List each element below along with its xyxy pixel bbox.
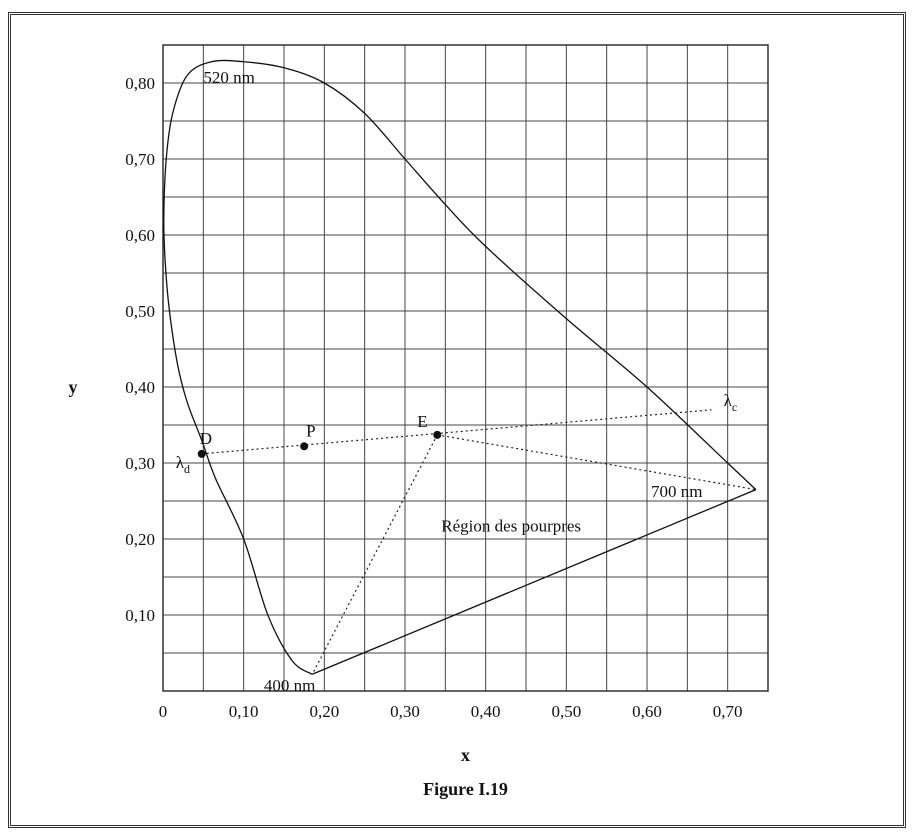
tick-labels: 0 0,10 0,20 0,30 0,40 0,50 0,60 0,70 0,10 0,20 0,3… (125, 74, 742, 721)
x-tick-label: 0,60 (632, 702, 662, 721)
annotations: 520 nm 400 nm 700 nm λc Région des pourpres (203, 68, 737, 695)
annotation-400-nm: 400 nm (264, 676, 315, 695)
curves (163, 59, 757, 675)
x-axis-label: x (461, 745, 470, 765)
y-tick-label: 0,50 (125, 302, 155, 321)
x-tick-label: 0,20 (309, 702, 339, 721)
point-e-label: E (417, 412, 427, 431)
y-axis-label: y (69, 377, 78, 397)
grid (162, 44, 769, 692)
x-tick-label: 0 (159, 702, 168, 721)
lambda-d-label: λd (176, 453, 190, 476)
purple-line (311, 488, 757, 675)
plot-border (162, 44, 769, 692)
y-tick-label: 0,60 (125, 226, 155, 245)
x-tick-label: 0,50 (551, 702, 581, 721)
y-tick-label: 0,30 (125, 454, 155, 473)
y-tick-label: 0,70 (125, 150, 155, 169)
x-tick-label: 0,10 (229, 702, 259, 721)
x-tick-label: 0,70 (713, 702, 743, 721)
annotation-r-gion-des-pourpres: Région des pourpres (441, 516, 581, 535)
figure-caption: Figure I.19 (423, 779, 508, 799)
y-tick-label: 0,10 (125, 606, 155, 625)
x-tick-label: 0,40 (471, 702, 501, 721)
y-tick-label: 0,20 (125, 530, 155, 549)
point-p-marker (300, 442, 309, 451)
point-d-label: D (200, 429, 212, 448)
dotted-construction-line (201, 409, 712, 455)
y-tick-label: 0,40 (125, 378, 155, 397)
y-tick-label: 0,80 (125, 74, 155, 93)
spectral-locus (163, 59, 757, 675)
dotted-construction-line (437, 434, 757, 491)
annotation--: λc (724, 391, 738, 414)
dotted-construction-line (311, 434, 438, 675)
point-d-marker (197, 449, 206, 458)
points: Dλd P E (176, 412, 442, 476)
point-p-label: P (306, 421, 315, 440)
annotation-700-nm: 700 nm (651, 482, 702, 501)
x-tick-label: 0,30 (390, 702, 420, 721)
point-e-marker (433, 430, 442, 439)
annotation-520-nm: 520 nm (203, 68, 254, 87)
